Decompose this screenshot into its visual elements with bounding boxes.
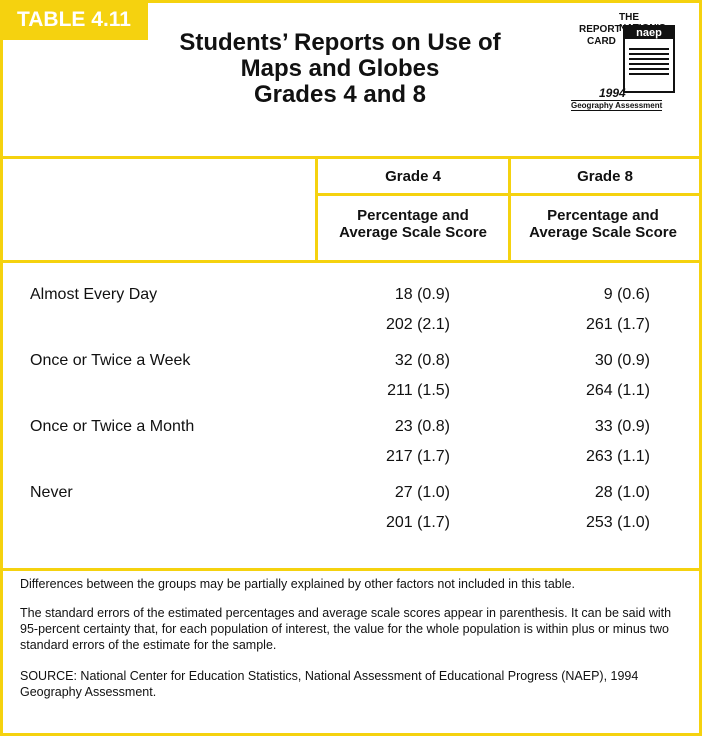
grade8-value: 253 (1.0)	[585, 514, 650, 531]
grade8-value: 261 (1.7)	[585, 316, 650, 333]
title-line: Maps and Globes	[240, 55, 440, 82]
grade4-value: 211 (1.5)	[387, 382, 450, 399]
grade8-value: 9 (0.6)	[603, 286, 650, 303]
logo-subject: Geography Assessment	[571, 100, 663, 111]
rule	[0, 260, 702, 263]
note: Differences between the groups may be pa…	[20, 577, 575, 591]
column-rule	[315, 156, 318, 260]
logo-box: naep	[623, 25, 675, 93]
column-header: Grade 8	[577, 168, 633, 185]
rule	[0, 156, 702, 159]
column-header: Grade 4	[385, 168, 441, 185]
logo-year: 1994	[599, 86, 626, 100]
title-line: Grades 4 and 8	[253, 81, 427, 108]
rule	[0, 568, 702, 571]
grade4-value: 27 (1.0)	[394, 484, 450, 501]
row-label: Once or Twice a Month	[30, 418, 195, 435]
row-label: Almost Every Day	[30, 286, 158, 303]
grade8-value: 33 (0.9)	[594, 418, 650, 435]
row-label: Never	[30, 484, 73, 501]
logo-text: REPORT	[579, 24, 621, 35]
grade4-value: 18 (0.9)	[394, 286, 450, 303]
note: SOURCE: National Center for Education St…	[20, 669, 639, 699]
grade8-value: 28 (1.0)	[594, 484, 650, 501]
column-rule	[508, 156, 511, 260]
logo: THE NATION'S REPORT CARD naep 1994 Geogr…	[571, 12, 685, 132]
grade8-value: 30 (0.9)	[594, 352, 650, 369]
grade4-value: 32 (0.8)	[394, 352, 450, 369]
grade8-value: 263 (1.1)	[585, 448, 650, 465]
title: Students’ Reports on Use of Maps and Glo…	[160, 30, 520, 108]
column-subheader: Percentage and Average Scale Score	[529, 207, 677, 241]
logo-mark: naep	[625, 27, 673, 39]
title-line: Students’ Reports on Use of	[179, 29, 501, 56]
table-label: TABLE 4.11	[0, 0, 148, 40]
column-subheader: Percentage and Average Scale Score	[339, 207, 487, 241]
note: The standard errors of the estimated per…	[20, 606, 672, 652]
grade4-value: 201 (1.7)	[385, 514, 450, 531]
rule	[315, 193, 699, 196]
logo-lines	[629, 45, 669, 75]
grade4-value: 217 (1.7)	[385, 448, 450, 465]
grade4-value: 23 (0.8)	[394, 418, 450, 435]
grade8-value: 264 (1.1)	[585, 382, 650, 399]
row-label: Once or Twice a Week	[30, 352, 191, 369]
logo-text: CARD	[587, 36, 616, 47]
grade4-value: 202 (2.1)	[385, 316, 450, 333]
